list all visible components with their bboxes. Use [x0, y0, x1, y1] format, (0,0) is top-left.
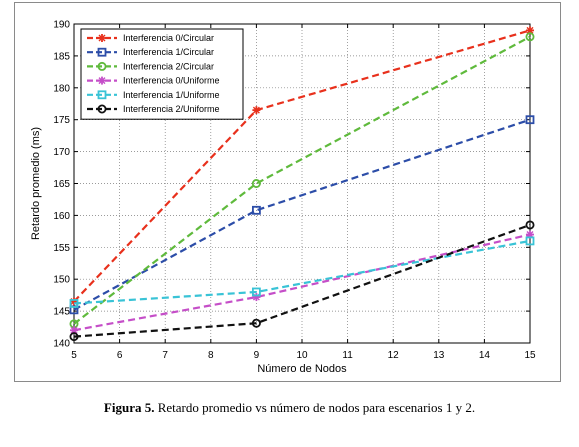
legend-label: Interferencia 2/Circular [123, 61, 214, 71]
y-tick-label: 140 [53, 339, 70, 350]
x-tick-label: 7 [162, 350, 168, 361]
marker-stroke [98, 77, 106, 85]
y-tick-label: 145 [53, 307, 70, 318]
legend-label: Interferencia 1/Circular [123, 47, 214, 57]
y-tick-label: 190 [53, 20, 70, 31]
x-axis-title: Número de Nodos [257, 363, 347, 375]
legend-marker [97, 90, 107, 100]
y-tick-label: 180 [53, 83, 70, 94]
y-tick-label: 165 [53, 179, 70, 190]
x-tick-label: 9 [254, 350, 260, 361]
x-tick-label: 13 [433, 350, 445, 361]
line-chart: 5 6 7 8 9 10 11 12 13 14 15 140 145 150 155 160 165 170 17… [30, 20, 536, 376]
y-tick-label: 150 [53, 275, 70, 286]
series-6 [69, 220, 535, 342]
marker-stroke [526, 26, 534, 34]
x-tick-label: 11 [342, 350, 353, 361]
x-tick-label: 12 [388, 350, 400, 361]
legend-item: Interferencia 1/Uniforme [87, 90, 220, 100]
x-tick-label: 10 [296, 350, 308, 361]
marker-stroke [70, 326, 78, 334]
legend-label: Interferencia 0/Circular [123, 33, 214, 43]
caption-label: Figura 5. [103, 400, 155, 415]
data-point [525, 220, 535, 230]
marker-stroke [98, 34, 106, 42]
x-tick-label: 15 [524, 350, 536, 361]
x-tick-label: 6 [117, 350, 123, 361]
data-point [251, 287, 261, 297]
data-point [69, 299, 79, 308]
legend-marker [98, 76, 106, 85]
y-tick-label: 160 [53, 211, 70, 222]
legend-marker [97, 61, 107, 71]
series-2 [69, 115, 535, 315]
legend-label: Interferencia 1/Uniforme [123, 90, 220, 100]
figure-caption: Figura 5. Retardo promedio vs número de … [0, 400, 579, 416]
y-tick-label: 155 [53, 243, 70, 254]
data-point [251, 178, 261, 188]
data-point [525, 32, 535, 42]
y-axis-title: Retardo promedio (ms) [30, 127, 42, 240]
legend-item: Interferencia 2/Circular [87, 61, 214, 71]
legend-label: Interferencia 2/Uniforme [123, 104, 220, 114]
figure-frame: 5 6 7 8 9 10 11 12 13 14 15 140 145 150 155 160 165 170 17… [14, 2, 561, 382]
legend-marker [98, 34, 106, 42]
legend-box [80, 28, 244, 120]
caption-text: Retardo promedio vs número de nodos para… [154, 400, 476, 415]
x-tick-label: 8 [208, 350, 214, 361]
data-point [251, 318, 261, 328]
legend-item: Interferencia 1/Circular [87, 47, 214, 57]
legend-item: Interferencia 2/Uniforme [87, 104, 220, 114]
legend-label: Interferencia 0/Uniforme [123, 76, 220, 86]
series-line [73, 118, 531, 311]
series-layer [69, 26, 535, 342]
legend: Interferencia 0/Circular Interferencia 1/… [80, 28, 244, 120]
series-line [73, 233, 531, 332]
legend-marker [97, 47, 107, 57]
data-point [252, 106, 261, 115]
x-tick-label: 5 [71, 350, 77, 361]
data-point [251, 205, 261, 215]
legend-marker [97, 104, 107, 114]
legend-item: Interferencia 0/Circular [87, 33, 214, 43]
ticks-layer: 5 6 7 8 9 10 11 12 13 14 15 140 145 150 155 160 165 170 17… [53, 20, 536, 362]
marker-stroke [252, 106, 260, 114]
y-tick-label: 175 [53, 115, 70, 126]
series-line [73, 223, 531, 338]
data-point [69, 332, 79, 342]
y-tick-label: 170 [53, 147, 70, 158]
x-tick-label: 14 [479, 350, 491, 361]
data-point [525, 236, 535, 246]
y-tick-label: 185 [53, 51, 70, 62]
legend-item: Interferencia 0/Uniforme [87, 76, 220, 86]
data-point [525, 115, 535, 125]
